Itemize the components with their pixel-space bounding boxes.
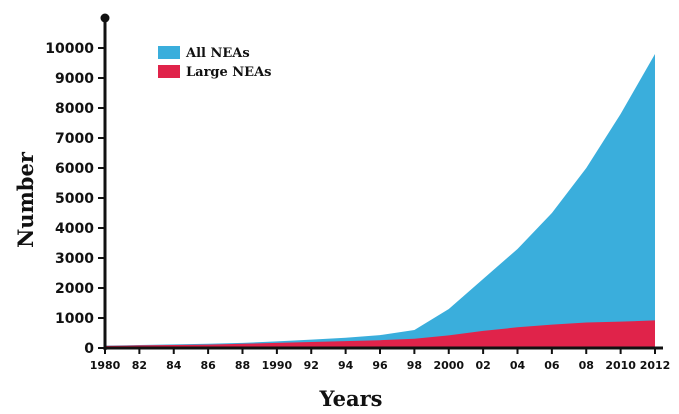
- y-tick-label: 7000: [55, 131, 94, 147]
- x-tick-label: 2012: [640, 359, 671, 372]
- x-tick-label: 1980: [90, 359, 121, 372]
- x-tick-label: 06: [544, 359, 560, 372]
- x-tick-label: 88: [235, 359, 250, 372]
- area-all-neas: [105, 54, 655, 348]
- x-tick-label: 04: [510, 359, 526, 372]
- x-tick-label: 2010: [605, 359, 636, 372]
- x-tick-label: 94: [338, 359, 354, 372]
- x-tick-label: 08: [579, 359, 594, 372]
- legend-label-all-neas: All NEAs: [185, 46, 250, 61]
- y-tick-label: 9000: [55, 71, 94, 87]
- y-tick-label: 6000: [55, 161, 94, 177]
- x-tick-label: 86: [200, 359, 216, 372]
- y-tick-label: 3000: [55, 251, 94, 267]
- y-axis-title: Number: [13, 151, 38, 248]
- x-tick-label: 96: [372, 359, 388, 372]
- x-tick-label: 02: [475, 359, 490, 372]
- y-tick-label: 5000: [55, 191, 94, 207]
- y-tick-label: 4000: [55, 221, 94, 237]
- x-tick-label: 2000: [433, 359, 464, 372]
- x-tick-label: 1990: [262, 359, 293, 372]
- area-large-neas: [105, 320, 655, 348]
- legend-label-large-neas: Large NEAs: [186, 65, 272, 80]
- y-tick-label: 8000: [55, 101, 94, 117]
- axes-group: [100, 13, 663, 350]
- x-tick-label: 84: [166, 359, 182, 372]
- y-axis-top-marker: [100, 13, 110, 23]
- y-tick-label: 10000: [45, 41, 94, 57]
- x-tick-label: 82: [132, 359, 147, 372]
- x-axis-title: Years: [318, 386, 382, 411]
- y-tick-label: 0: [84, 341, 94, 357]
- y-tick-labels: 0 1000 2000 3000 4000 5000 6000 7000 8000 9000 100…: [45, 41, 105, 357]
- y-tick-label: 2000: [55, 281, 94, 297]
- legend-swatch-all-neas: [158, 46, 180, 59]
- x-tick-labels: 1980 82 84 86 88 1990 92 94 96 98 2000 02 04 06 08 2010…: [90, 348, 671, 372]
- legend: All NEAs Large NEAs: [158, 46, 272, 80]
- x-tick-label: 98: [407, 359, 422, 372]
- legend-swatch-large-neas: [158, 65, 180, 78]
- x-tick-label: 92: [304, 359, 319, 372]
- y-tick-label: 1000: [55, 311, 94, 327]
- area-series-group: [105, 54, 655, 348]
